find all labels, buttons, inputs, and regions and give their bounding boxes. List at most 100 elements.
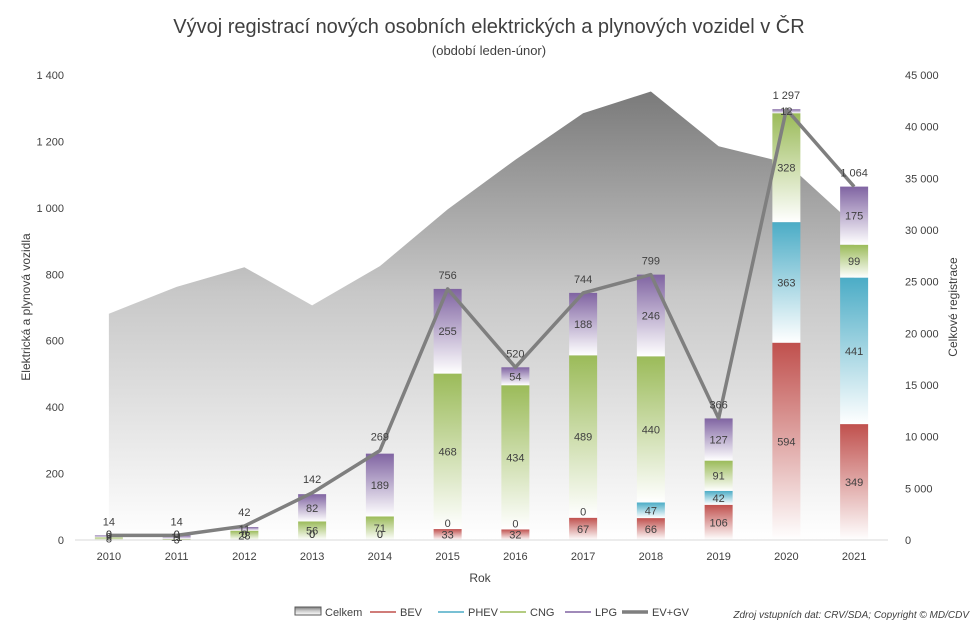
legend-label-ev-gv: EV+GV bbox=[652, 607, 690, 619]
label-lpg-2019: 127 bbox=[709, 435, 727, 447]
label-phev-2010: 0 bbox=[106, 529, 112, 541]
label-lpg-2021: 175 bbox=[845, 211, 863, 223]
label-bev-2014: 0 bbox=[377, 529, 383, 541]
line-layer bbox=[108, 107, 856, 538]
label-total-2013: 142 bbox=[303, 474, 321, 486]
x-tick-label: 2016 bbox=[503, 551, 527, 563]
legend-label-celkem: Celkem bbox=[325, 607, 362, 619]
bar-lpg-2015 bbox=[433, 288, 462, 374]
source-note: Zdroj vstupních dat: CRV/SDA; Copyright … bbox=[732, 610, 970, 621]
y-tick-label: 400 bbox=[46, 402, 64, 414]
bar-cng-2020 bbox=[772, 113, 801, 223]
bar-phev-2019 bbox=[704, 490, 733, 505]
bar-cng-2021 bbox=[840, 244, 869, 278]
label-total-2021: 1 064 bbox=[840, 168, 868, 180]
y2-tick-label: 30 000 bbox=[905, 225, 939, 237]
label-lpg-2012: 11 bbox=[239, 524, 250, 536]
x-tick-label: 2015 bbox=[435, 551, 459, 563]
label-lpg-2011: 11 bbox=[171, 532, 182, 544]
label-lpg-2016: 54 bbox=[509, 371, 521, 383]
bar-lpg-2014 bbox=[365, 453, 394, 517]
bar-cng-2019 bbox=[704, 460, 733, 491]
bar-phev-2018 bbox=[636, 502, 665, 519]
label-phev-2019: 42 bbox=[713, 493, 725, 505]
label-cng-2016: 434 bbox=[506, 452, 524, 464]
y2-tick-label: 25 000 bbox=[905, 277, 939, 289]
label-cng-2015: 468 bbox=[438, 446, 456, 458]
label-lpg-2014: 189 bbox=[371, 480, 389, 492]
label-bev-2015: 33 bbox=[442, 530, 454, 542]
legend-label-bev: BEV bbox=[400, 607, 423, 619]
label-total-2017: 744 bbox=[574, 274, 592, 286]
line-ev-gv bbox=[108, 107, 856, 538]
y-tick-label: 0 bbox=[58, 535, 64, 547]
label-total-2020: 1 297 bbox=[773, 90, 801, 102]
bar-cng-2013 bbox=[298, 521, 327, 540]
bar-cng-2010 bbox=[94, 537, 123, 540]
label-total-2011: 14 bbox=[171, 516, 183, 528]
label-phev-2011: 0 bbox=[174, 529, 180, 541]
bar-lpg-2019 bbox=[704, 418, 733, 461]
label-lpg-2017: 188 bbox=[574, 319, 592, 331]
label-cng-2017: 489 bbox=[574, 432, 592, 444]
label-phev-2012: 0 bbox=[241, 529, 247, 541]
area-celkem bbox=[108, 91, 855, 541]
label-bev-2010: 0 bbox=[106, 529, 112, 541]
x-tick-label: 2011 bbox=[165, 551, 189, 563]
label-bev-2013: 0 bbox=[309, 529, 315, 541]
legend-label-cng: CNG bbox=[530, 607, 554, 619]
y2-tick-label: 20 000 bbox=[905, 328, 939, 340]
label-cng-2011: 3 bbox=[174, 535, 180, 547]
label-phev-2015: 0 bbox=[445, 518, 451, 530]
label-bev-2011: 0 bbox=[174, 529, 180, 541]
bar-lpg-2016 bbox=[501, 367, 530, 386]
y-tick-label: 1 200 bbox=[36, 136, 64, 148]
label-lpg-2015: 255 bbox=[438, 326, 456, 338]
label-phev-2014: 0 bbox=[377, 529, 383, 541]
bar-phev-2020 bbox=[772, 222, 801, 343]
chart-title: Vývoj registrací nových osobních elektri… bbox=[173, 15, 804, 38]
label-phev-2020: 363 bbox=[777, 277, 795, 289]
label-phev-2013: 0 bbox=[309, 529, 315, 541]
x-tick-label: 2018 bbox=[639, 551, 663, 563]
label-cng-2019: 91 bbox=[713, 471, 725, 483]
bar-cng-2014 bbox=[365, 516, 394, 540]
label-bev-2020: 594 bbox=[777, 436, 795, 448]
x-tick-label: 2019 bbox=[706, 551, 730, 563]
y-tick-label: 200 bbox=[46, 469, 64, 481]
legend-label-lpg: LPG bbox=[595, 607, 617, 619]
label-bev-2012: 0 bbox=[241, 529, 247, 541]
label-total-2015: 756 bbox=[438, 270, 456, 282]
area-layer bbox=[108, 91, 855, 541]
x-tick-label: 2012 bbox=[232, 551, 256, 563]
label-phev-2018: 47 bbox=[645, 505, 657, 517]
bar-bev-2016 bbox=[501, 529, 530, 540]
x-tick-label: 2013 bbox=[300, 551, 324, 563]
bar-lpg-2011 bbox=[162, 535, 191, 540]
bar-bev-2017 bbox=[569, 517, 598, 540]
y-axis-title: Elektrická a plynová vozidla bbox=[19, 233, 33, 381]
y-tick-label: 1 400 bbox=[36, 70, 64, 82]
label-cng-2012: 28 bbox=[238, 530, 250, 542]
label-cng-2013: 56 bbox=[306, 526, 318, 538]
y2-tick-label: 40 000 bbox=[905, 122, 939, 134]
bar-phev-2021 bbox=[840, 277, 869, 425]
label-cng-2018: 440 bbox=[642, 424, 660, 436]
bar-bev-2019 bbox=[704, 504, 733, 540]
bar-cng-2016 bbox=[501, 385, 530, 530]
label-total-2018: 799 bbox=[642, 256, 660, 268]
label-bev-2017: 67 bbox=[577, 524, 589, 536]
legend: Celkem BEV PHEV CNG LPG EV+GV bbox=[294, 606, 690, 619]
label-cng-2010: 8 bbox=[106, 534, 112, 546]
y2-tick-label: 5 000 bbox=[905, 483, 933, 495]
label-cng-2014: 71 bbox=[374, 523, 386, 535]
x-tick-label: 2014 bbox=[368, 551, 392, 563]
label-phev-2017: 0 bbox=[580, 507, 586, 519]
legend-swatch-celkem bbox=[294, 606, 322, 616]
label-bev-2016: 32 bbox=[509, 530, 521, 542]
label-lpg-2018: 246 bbox=[642, 310, 660, 322]
y-tick-label: 1 000 bbox=[36, 203, 64, 215]
bar-bev-2021 bbox=[840, 424, 869, 540]
bar-cng-2012 bbox=[230, 530, 259, 540]
